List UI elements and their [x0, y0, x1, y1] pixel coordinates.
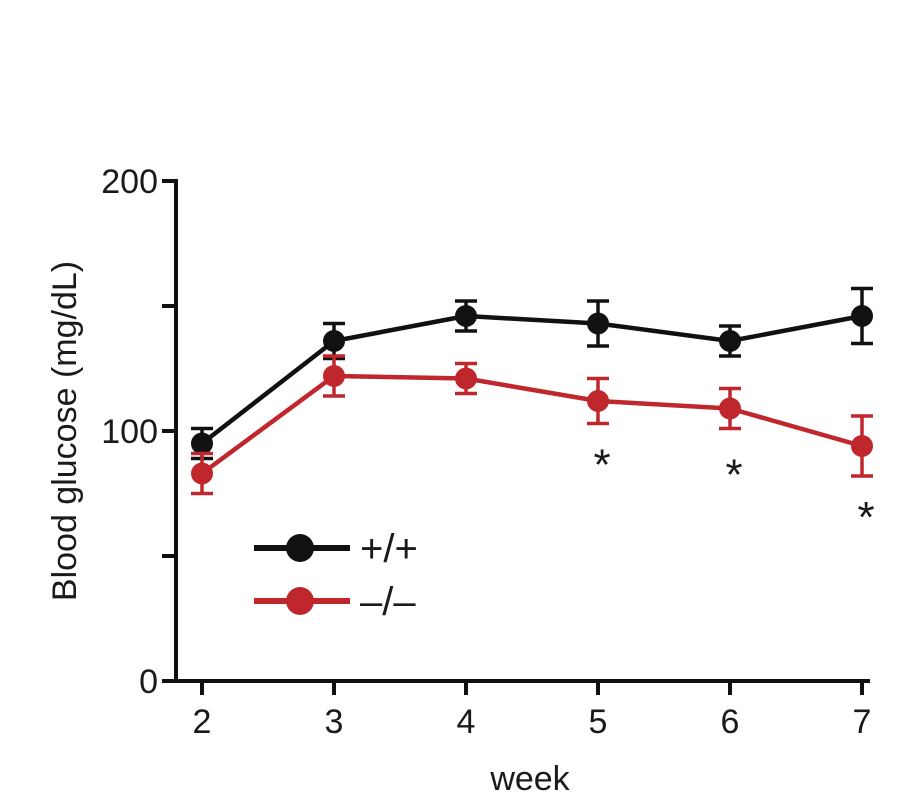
- y-tick-label: 0: [139, 663, 158, 701]
- legend: +/+ –/–: [254, 527, 418, 624]
- series-0: [191, 286, 873, 461]
- x-axis-ticks: 2 3 4 5 6 7: [193, 681, 872, 741]
- significance-asterisk: *: [593, 441, 610, 490]
- y-tick-label: 200: [101, 163, 158, 201]
- data-point: [719, 330, 741, 352]
- legend-marker-knockout: [286, 587, 314, 615]
- series-line: [200, 373, 863, 476]
- data-point: [851, 305, 873, 327]
- legend-label-knockout: –/–: [360, 580, 416, 624]
- x-tick-label: 7: [853, 703, 872, 741]
- x-axis-title: week: [489, 760, 570, 798]
- x-tick-label: 4: [457, 703, 476, 741]
- x-tick-label: 6: [721, 703, 740, 741]
- series-line: [200, 313, 863, 446]
- data-point: [323, 365, 345, 387]
- series-layer: [191, 286, 873, 496]
- x-tick-label: 5: [589, 703, 608, 741]
- significance-annotations: * * *: [593, 441, 874, 543]
- data-point: [323, 330, 345, 352]
- data-point: [851, 435, 873, 457]
- data-point: [455, 367, 477, 390]
- data-point: [191, 432, 213, 455]
- x-tick-label: 2: [193, 703, 212, 741]
- y-axis-ticks: 0 100 200: [101, 163, 176, 701]
- legend-item-knockout: –/–: [254, 580, 416, 624]
- x-tick-label: 3: [325, 703, 344, 741]
- data-point: [587, 312, 609, 335]
- y-tick-label: 100: [101, 413, 158, 451]
- data-point: [719, 397, 741, 420]
- data-point: [455, 305, 477, 327]
- legend-item-wildtype: +/+: [254, 527, 418, 571]
- significance-asterisk: *: [725, 451, 742, 500]
- significance-asterisk: *: [857, 493, 874, 542]
- legend-label-wildtype: +/+: [360, 527, 418, 571]
- legend-marker-wildtype: [286, 534, 314, 562]
- y-axis-title: Blood glucose (mg/dL): [46, 261, 84, 601]
- series-1: [191, 354, 873, 496]
- data-point: [191, 462, 213, 485]
- data-point: [587, 390, 609, 412]
- axes: [174, 179, 870, 683]
